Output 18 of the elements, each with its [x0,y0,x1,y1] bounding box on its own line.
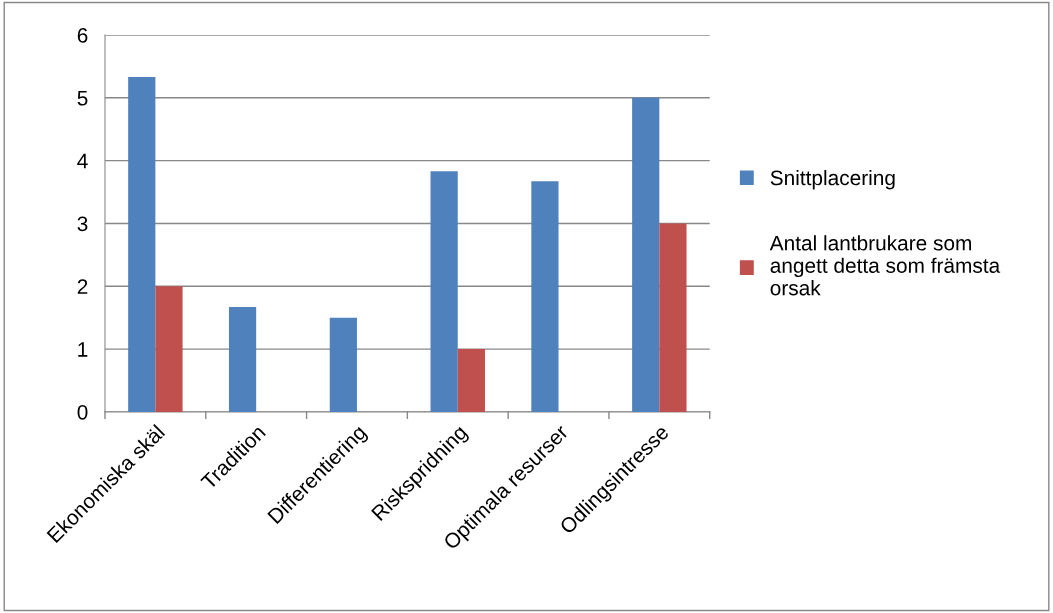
y-tick-label: 4 [77,153,88,169]
bar [329,317,357,412]
bar [155,286,183,412]
bar [128,77,156,412]
bar [228,307,257,412]
bar [632,97,660,412]
bar [659,223,687,412]
legend-label: Antal lantbrukare som angett detta som främsta orsak [769,235,1001,296]
y-tick-label: 6 [77,27,88,43]
legend-label: Snittplacering [770,169,895,190]
bar [430,171,458,412]
y-tick-label: 5 [77,90,88,106]
y-tick-label: 1 [78,342,88,357]
y-tick-label: 2 [77,279,88,294]
bar [531,181,559,412]
y-tick-label: 0 [77,404,88,420]
y-tick-label: 3 [77,216,88,232]
bar [457,349,485,412]
